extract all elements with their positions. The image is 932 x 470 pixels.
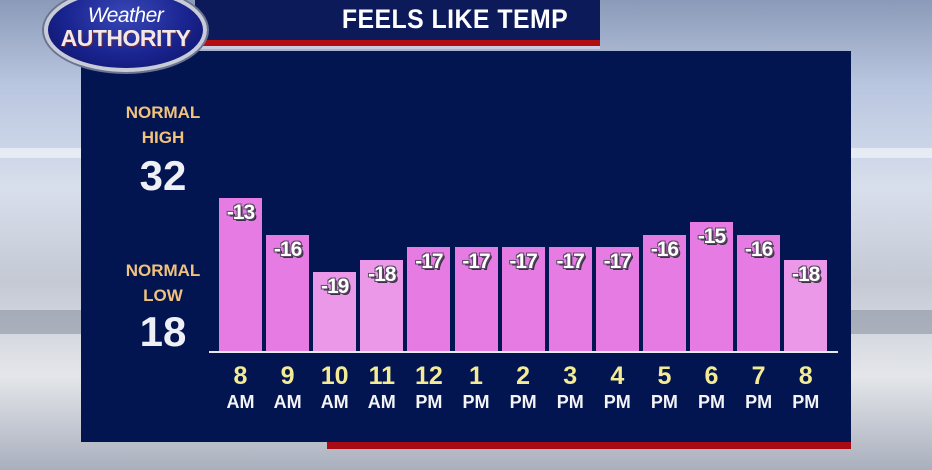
bar-value-label: -17	[462, 250, 490, 273]
x-tick-hour: 3	[563, 362, 578, 390]
x-tick-ampm: PM	[698, 392, 725, 412]
title-bar	[195, 0, 600, 49]
x-tick-ampm: PM	[603, 392, 631, 412]
chart-title: FEELS LIKE TEMP	[341, 4, 569, 34]
x-tick-ampm: PM	[745, 392, 773, 412]
x-tick-hour: 2	[516, 362, 531, 390]
x-tick-hour: 4	[610, 362, 625, 390]
bottom-accent-bar	[327, 442, 851, 449]
bar: -18	[784, 260, 828, 351]
x-tick-ampm: PM	[792, 392, 820, 412]
x-tick-ampm: PM	[462, 392, 490, 412]
bar-value-label: -15	[697, 225, 726, 248]
x-tick-ampm: PM	[509, 392, 537, 412]
logo-authority-text: AUTHORITY	[60, 25, 191, 51]
weather-authority-logo: Weather AUTHORITY	[44, 0, 207, 72]
bar: -17	[407, 247, 451, 351]
bar-value-label: -17	[509, 250, 537, 273]
x-tick-ampm: AM	[273, 392, 302, 412]
x-tick-hour: 12	[414, 362, 443, 390]
bar: -17	[454, 247, 498, 351]
x-tick-hour: 10	[320, 362, 349, 390]
background-streak	[0, 310, 81, 334]
x-tick-hour: 8	[233, 362, 248, 390]
x-tick-hour: 8	[798, 362, 813, 390]
normal-high-label: NORMAL	[125, 103, 201, 122]
x-tick-hour: 9	[280, 362, 295, 390]
bar: -17	[548, 247, 592, 351]
x-axis-baseline	[209, 351, 838, 353]
bar-value-label: -16	[650, 238, 679, 261]
bar: -13	[219, 198, 262, 351]
background-streak	[851, 310, 932, 334]
normal-low-label: LOW	[143, 286, 183, 305]
bar: -17	[501, 247, 545, 351]
x-tick-ampm: AM	[226, 392, 255, 412]
x-tick-ampm: PM	[650, 392, 678, 412]
x-tick-hour: 11	[368, 362, 396, 390]
bar: -18	[360, 260, 404, 351]
logo-weather-text: Weather	[87, 4, 164, 27]
bar-value-label: -18	[368, 263, 396, 286]
bar: -17	[595, 247, 639, 351]
bar-value-label: -13	[226, 201, 255, 224]
bar: -19	[313, 272, 357, 351]
normal-high-label: HIGH	[141, 128, 185, 147]
normal-high-value: 32	[139, 152, 187, 199]
normal-low-label: NORMAL	[125, 261, 201, 280]
bar-value-label: -18	[792, 263, 820, 286]
bar-value-label: -17	[415, 250, 443, 273]
bar: -15	[690, 222, 733, 351]
x-tick-ampm: AM	[320, 392, 349, 412]
x-tick-ampm: PM	[556, 392, 584, 412]
bar-value-label: -17	[603, 250, 632, 273]
x-tick-hour: 1	[469, 362, 483, 390]
x-tick-hour: 5	[657, 362, 672, 390]
x-tick-hour: 7	[751, 362, 766, 390]
x-tick-ampm: PM	[415, 392, 443, 412]
bar-value-label: -16	[273, 238, 302, 261]
bar: -16	[642, 235, 686, 351]
x-tick-ampm: AM	[367, 392, 396, 412]
bar-value-label: -16	[744, 238, 773, 261]
bar-value-label: -19	[321, 275, 349, 298]
bar: -16	[266, 235, 310, 351]
bar: -16	[737, 235, 781, 351]
normal-low-value: 18	[139, 308, 187, 355]
bar-value-label: -17	[556, 250, 585, 273]
x-tick-hour: 6	[704, 362, 719, 390]
